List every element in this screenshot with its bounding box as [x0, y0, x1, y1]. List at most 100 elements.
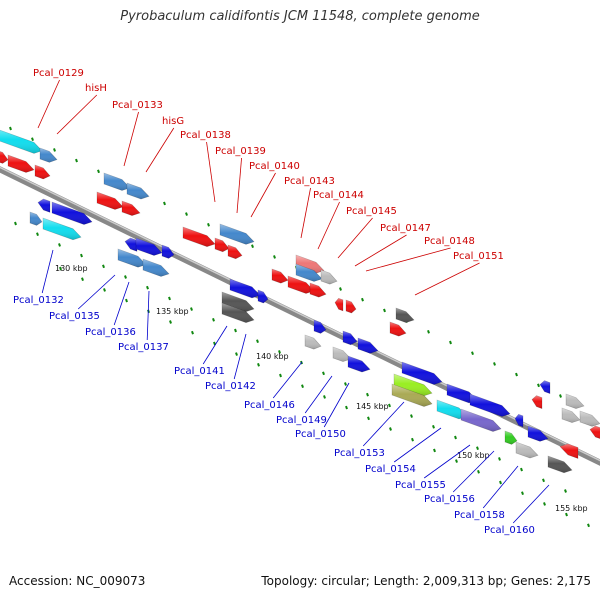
gene-arrow[interactable]: [135, 237, 163, 256]
gene-arrow[interactable]: [161, 244, 175, 259]
gene-arrow[interactable]: [357, 337, 379, 354]
gene-arrow[interactable]: [527, 425, 549, 442]
scale-tick: [163, 201, 166, 206]
gene-label[interactable]: Pcal_0158: [454, 510, 505, 521]
gene-arrow[interactable]: [559, 443, 579, 459]
gene-arrow[interactable]: [531, 395, 543, 410]
gene-arrow[interactable]: [271, 268, 289, 284]
gene-arrow[interactable]: [460, 408, 502, 432]
gene-label[interactable]: hisG: [162, 116, 184, 127]
scale-tick: [388, 403, 391, 408]
gene-arrow[interactable]: [257, 289, 269, 304]
gene-arrow[interactable]: [29, 211, 43, 226]
gene-arrow[interactable]: [7, 154, 35, 173]
gene-label[interactable]: Pcal_0154: [365, 464, 416, 475]
gene-arrow[interactable]: [565, 393, 585, 409]
gene-arrow[interactable]: [304, 334, 322, 350]
gene-label[interactable]: Pcal_0153: [334, 448, 385, 459]
gene-arrow[interactable]: [37, 198, 51, 213]
gene-arrow[interactable]: [182, 226, 216, 247]
scale-tick: [520, 467, 523, 472]
gene-arrow[interactable]: [514, 413, 524, 428]
gene-label[interactable]: Pcal_0137: [118, 342, 169, 353]
gene-arrow[interactable]: [345, 299, 357, 314]
gene-arrow[interactable]: [39, 147, 58, 163]
gene-label[interactable]: Pcal_0138: [180, 130, 231, 141]
gene-arrow[interactable]: [142, 258, 170, 277]
gene-label[interactable]: Pcal_0135: [49, 311, 100, 322]
gene-arrow[interactable]: [547, 455, 573, 474]
gene-arrow[interactable]: [313, 319, 327, 334]
gene-arrow[interactable]: [295, 263, 323, 282]
gene-arrow[interactable]: [0, 150, 9, 164]
gene-arrow[interactable]: [579, 410, 600, 427]
gene-arrow[interactable]: [309, 282, 327, 298]
gene-label[interactable]: Pcal_0132: [13, 295, 64, 306]
gene-arrow[interactable]: [221, 291, 255, 312]
gene-arrow[interactable]: [0, 128, 43, 154]
gene-arrow[interactable]: [391, 383, 433, 407]
scale-tick: [389, 427, 392, 431]
gene-label[interactable]: Pcal_0136: [85, 327, 136, 338]
gene-label[interactable]: Pcal_0156: [424, 494, 475, 505]
gene-arrow[interactable]: [121, 200, 141, 216]
gene-arrow[interactable]: [332, 346, 352, 362]
gene-label[interactable]: Pcal_0151: [453, 251, 504, 262]
gene-arrow[interactable]: [342, 330, 358, 346]
gene-arrow[interactable]: [103, 172, 131, 191]
gene-arrow[interactable]: [589, 425, 600, 439]
gene-arrow[interactable]: [504, 430, 518, 445]
gene-arrow[interactable]: [126, 182, 150, 200]
gene-arrow[interactable]: [51, 201, 93, 225]
gene-arrow[interactable]: [117, 248, 147, 268]
gene-label[interactable]: Pcal_0148: [424, 236, 475, 247]
gene-arrow[interactable]: [229, 278, 261, 299]
gene-arrow[interactable]: [214, 237, 230, 253]
gene-label[interactable]: Pcal_0160: [484, 525, 535, 536]
scale-tick: [31, 137, 34, 142]
gene-label[interactable]: Pcal_0146: [244, 400, 295, 411]
gene-arrow[interactable]: [219, 223, 255, 245]
gene-label[interactable]: Pcal_0149: [276, 415, 327, 426]
scale-tick: [301, 384, 304, 389]
gene-label[interactable]: Pcal_0140: [249, 161, 300, 172]
gene-label[interactable]: Pcal_0129: [33, 68, 84, 79]
gene-arrow[interactable]: [227, 244, 243, 260]
gene-arrow[interactable]: [347, 355, 371, 373]
gene-arrow[interactable]: [221, 302, 255, 323]
gene-arrow[interactable]: [34, 164, 51, 180]
gene-arrow[interactable]: [96, 191, 124, 210]
gene-arrow[interactable]: [320, 269, 338, 285]
gene-label[interactable]: Pcal_0139: [215, 146, 266, 157]
label-leader-line: [272, 361, 303, 399]
gene-arrow[interactable]: [393, 373, 433, 397]
gene-label[interactable]: Pcal_0141: [174, 366, 225, 377]
gene-label[interactable]: Pcal_0143: [284, 176, 335, 187]
gene-label[interactable]: hisH: [85, 83, 107, 94]
gene-arrow[interactable]: [561, 407, 581, 423]
scale-tick: [234, 328, 237, 333]
gene-arrow[interactable]: [287, 275, 315, 294]
gene-arrow[interactable]: [389, 321, 407, 337]
gene-arrow[interactable]: [401, 361, 443, 385]
scale-tick: [124, 275, 127, 279]
gene-arrow[interactable]: [124, 237, 138, 252]
scale-tick: [537, 383, 540, 388]
gene-label[interactable]: Pcal_0147: [380, 223, 431, 234]
gene-arrow[interactable]: [42, 217, 82, 241]
gene-label[interactable]: Pcal_0150: [295, 429, 346, 440]
gene-label[interactable]: Pcal_0155: [395, 480, 446, 491]
gene-arrow[interactable]: [515, 441, 539, 459]
gene-label[interactable]: Pcal_0144: [313, 190, 364, 201]
gene-arrow[interactable]: [334, 297, 344, 312]
gene-arrow[interactable]: [539, 380, 551, 395]
gene-label[interactable]: Pcal_0142: [205, 381, 256, 392]
gene-label[interactable]: Pcal_0145: [346, 206, 397, 217]
gene-label[interactable]: Pcal_0133: [112, 100, 163, 111]
scale-tick: [367, 416, 370, 421]
gene-arrow[interactable]: [469, 393, 511, 417]
scale-tick: [454, 435, 457, 440]
scale-tick: [344, 382, 347, 386]
gene-arrow[interactable]: [395, 307, 415, 323]
